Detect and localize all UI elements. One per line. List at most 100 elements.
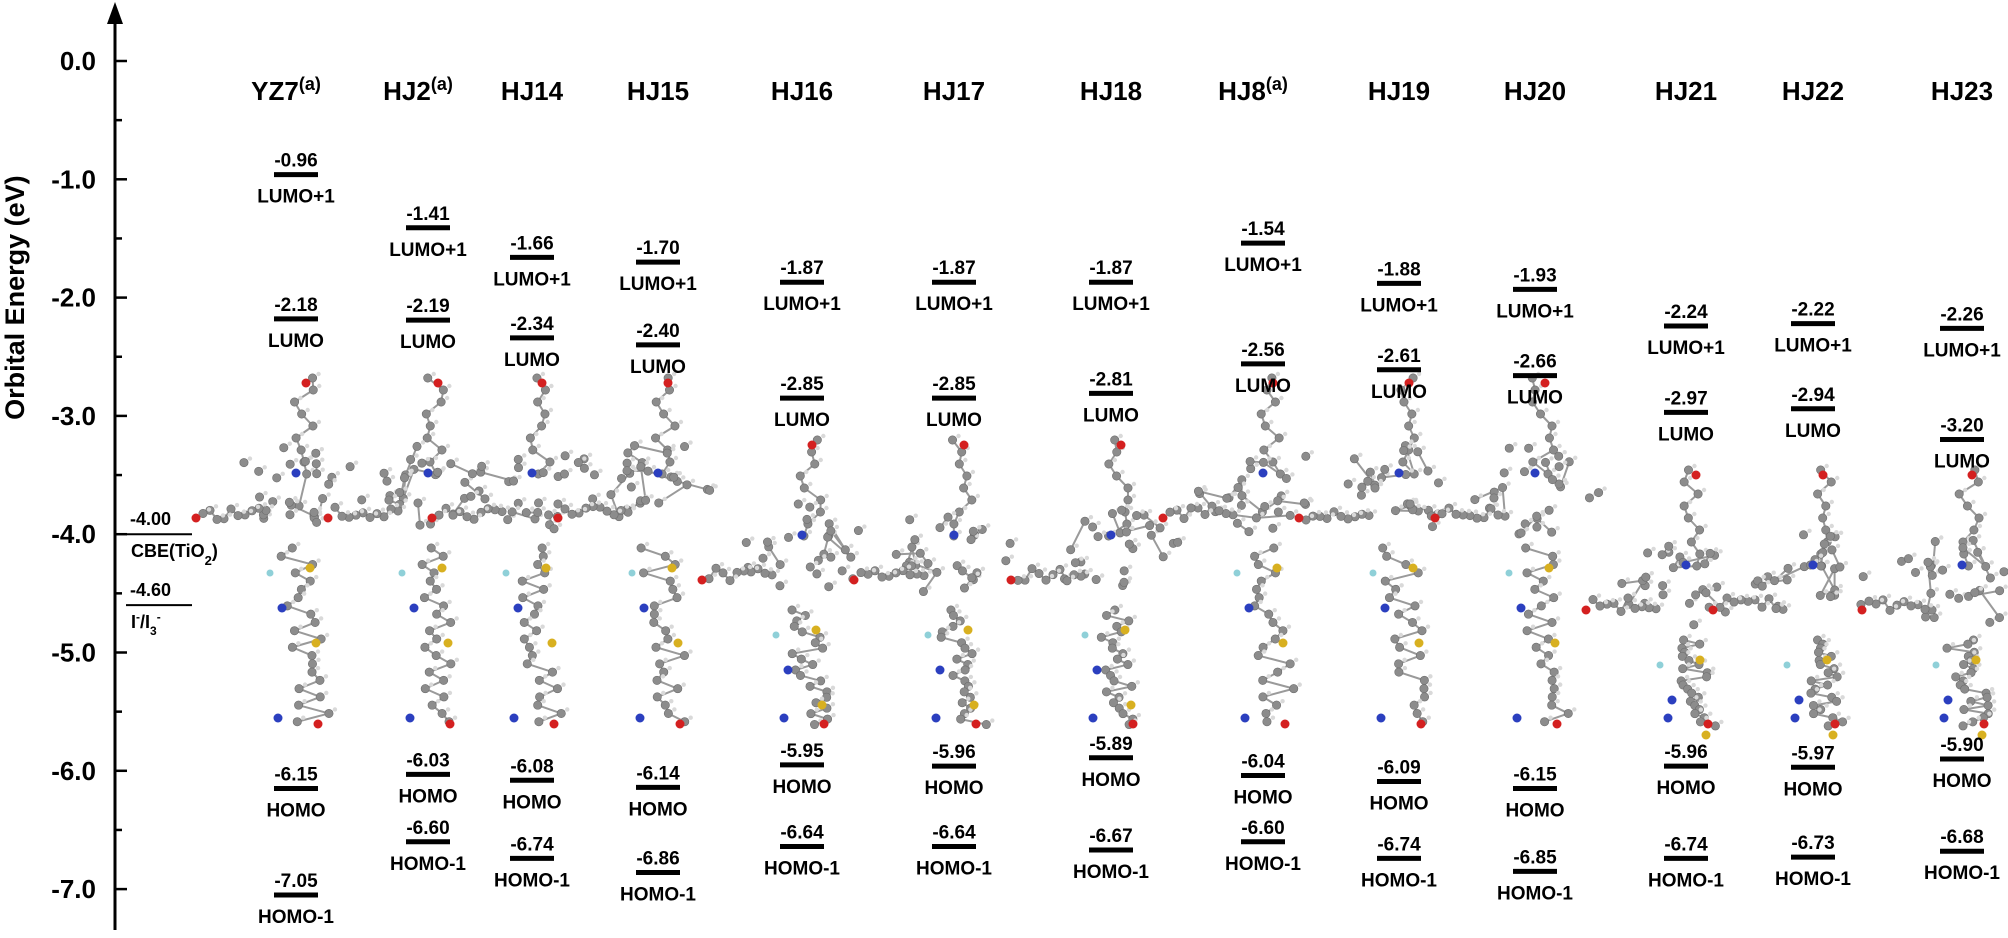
carbon-atom (1390, 634, 1400, 644)
hydrogen-atom (1421, 445, 1426, 450)
carbon-atom (1301, 451, 1311, 461)
hydrogen-atom (1508, 509, 1514, 515)
hydrogen-atom (1893, 604, 1899, 609)
carbon-atom (952, 654, 962, 664)
hydrogen-atom (823, 631, 829, 636)
carbon-atom (660, 551, 670, 561)
hydrogen-atom (568, 502, 574, 508)
hydrogen-atom (434, 574, 439, 580)
hydrogen-atom (1551, 467, 1557, 473)
carbon-atom (519, 617, 529, 627)
hydrogen-atom (1824, 641, 1829, 647)
hydrogen-atom (1706, 583, 1712, 588)
hydrogen-atom (1994, 571, 1999, 577)
orbital-label: LUMO (1507, 388, 1563, 409)
carbon-atom (967, 649, 977, 659)
carbon-atom (1982, 692, 1992, 702)
orbital-label: LUMO (926, 410, 982, 431)
fluorine-atom (628, 569, 636, 577)
hydrogen-atom (435, 698, 441, 704)
hydrogen-atom (485, 460, 490, 465)
carbon-atom (1923, 557, 1933, 567)
carbon-atom (661, 626, 671, 636)
hydrogen-atom (1427, 682, 1433, 687)
carbon-atom (1253, 560, 1263, 570)
carbon-atom (560, 504, 570, 514)
carbon-atom (1236, 500, 1246, 510)
carbon-atom (711, 563, 721, 573)
hydrogen-atom (931, 557, 937, 562)
carbon-atom (1658, 581, 1668, 591)
hydrogen-atom (541, 395, 546, 401)
molecule-structure (1006, 433, 1186, 730)
hydrogen-atom (1163, 521, 1169, 527)
fluorine-atom (1081, 631, 1089, 639)
hydrogen-atom (248, 508, 254, 514)
hydrogen-atom (972, 680, 977, 685)
hydrogen-atom (919, 559, 924, 564)
carbon-atom (518, 593, 528, 603)
hydrogen-atom (1786, 603, 1792, 608)
carbon-atom (1547, 692, 1557, 702)
carbon-atom (1821, 525, 1831, 535)
carbon-atom (1419, 684, 1429, 694)
carbon-atom (663, 634, 673, 644)
carbon-atom (1244, 527, 1254, 537)
hydrogen-atom (1572, 707, 1577, 712)
energy-value: -5.96 (1664, 742, 1707, 763)
carbon-atom (1382, 551, 1392, 561)
hydrogen-atom (1418, 431, 1423, 437)
hydrogen-atom (1528, 517, 1534, 523)
oxygen-atom (1857, 605, 1867, 615)
oxygen-atom (807, 440, 817, 450)
energy-value: -0.96 (274, 151, 317, 172)
carbon-atom (1519, 467, 1529, 477)
hydrogen-atom (1265, 574, 1270, 580)
energy-value: -6.74 (1664, 834, 1708, 855)
hydrogen-atom (542, 496, 547, 502)
carbon-atom (1258, 457, 1268, 467)
hydrogen-atom (1126, 647, 1132, 652)
energy-value: -2.81 (1089, 369, 1133, 390)
hydrogen-atom (293, 458, 299, 463)
orbital-label: HOMO (398, 786, 457, 807)
molecule-bond (643, 571, 671, 583)
carbon-atom (877, 572, 887, 582)
carbon-atom (1541, 457, 1551, 467)
hydrogen-atom (775, 568, 781, 574)
hydrogen-atom (819, 636, 824, 641)
molecule-bond (1257, 654, 1291, 665)
carbon-atom (294, 700, 304, 710)
hydrogen-atom (1824, 589, 1829, 594)
sulfur-atom (817, 700, 827, 710)
carbon-atom (651, 433, 661, 443)
nitrogen-atom (1088, 713, 1098, 723)
hydrogen-atom (390, 474, 396, 480)
hydrogen-atom (447, 383, 452, 389)
carbon-atom (1951, 672, 1961, 682)
hydrogen-atom (433, 624, 438, 629)
hydrogen-atom (526, 591, 531, 596)
dye-name: HJ23 (1931, 76, 1993, 106)
hydrogen-atom (1215, 499, 1221, 505)
hydrogen-atom (1982, 475, 1987, 481)
carbon-atom (1702, 672, 1712, 682)
carbon-atom (1499, 468, 1509, 478)
hydrogen-atom (1631, 591, 1637, 597)
hydrogen-atom (892, 570, 898, 575)
orbital-label: HOMO (266, 801, 325, 822)
energy-value: -2.40 (636, 321, 679, 342)
hydrogen-atom (1135, 680, 1141, 685)
hydrogen-atom (332, 478, 337, 483)
hydrogen-atom (1698, 707, 1704, 712)
oxygen-atom (959, 440, 969, 450)
carbon-atom (524, 642, 534, 652)
hydrogen-atom (1539, 641, 1545, 646)
molecule-bond (280, 555, 313, 566)
hydrogen-atom (1402, 607, 1407, 613)
hydrogen-atom (1266, 674, 1271, 679)
hydrogen-atom (913, 513, 918, 518)
hydrogen-atom (1695, 686, 1700, 692)
hydrogen-atom (206, 507, 212, 512)
hydrogen-atom (968, 641, 974, 647)
